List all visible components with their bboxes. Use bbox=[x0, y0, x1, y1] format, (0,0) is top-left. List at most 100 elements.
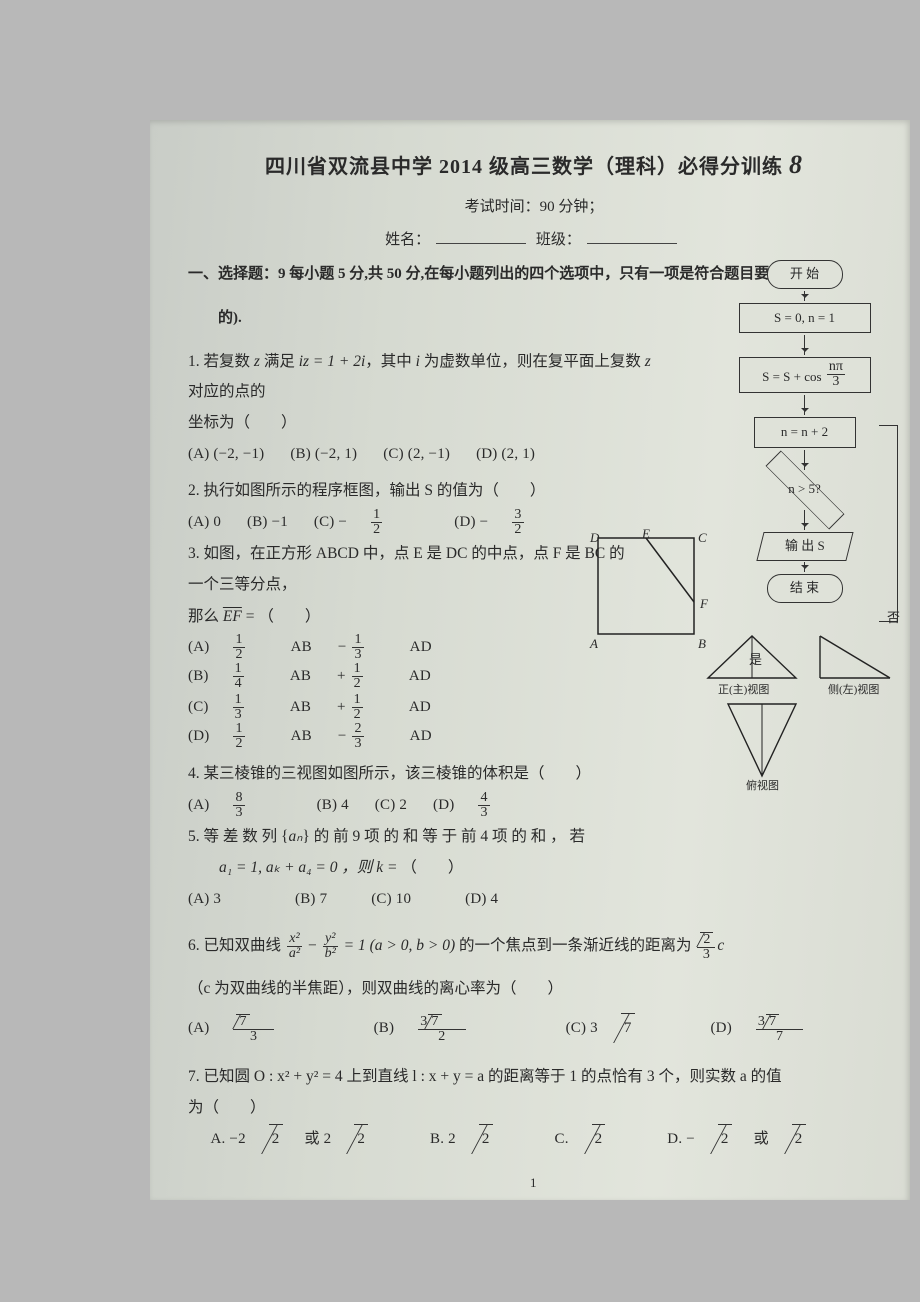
threeview-svg bbox=[700, 628, 900, 788]
q7-line1: 7. 已知圆 O : x² + y² = 4 上到直线 l : x + y = … bbox=[188, 1062, 880, 1091]
flow-start: 开 始 bbox=[767, 260, 843, 289]
top-view-label: 俯视图 bbox=[746, 776, 779, 797]
q2-paren: （ ） bbox=[483, 482, 545, 499]
q6-t2: 的一个焦点到一条渐近线的距离为 bbox=[459, 937, 695, 954]
flow-arrow-icon bbox=[804, 335, 806, 355]
q3-C: (C) 13AB + 12AD bbox=[188, 693, 453, 722]
lbl-A: A bbox=[590, 632, 598, 657]
q4-text: 4. 某三棱锥的三视图如图所示，该三棱锥的体积是（ ） bbox=[188, 759, 658, 788]
q5-line1: 5. 等 差 数 列 {aₙ} 的 前 9 项 的 和 等 于 前 4 项 的 … bbox=[188, 822, 658, 851]
q1-t2: 满足 bbox=[260, 353, 299, 370]
q2-Dp: (D) − bbox=[454, 508, 488, 537]
q7-Am: 或 2 bbox=[305, 1125, 332, 1154]
q6-D: (D) 377 bbox=[710, 1014, 849, 1044]
flow-arrow-icon bbox=[804, 562, 806, 572]
flow-decision: n > 5? bbox=[760, 472, 850, 508]
q3a-ab: AB bbox=[291, 633, 312, 662]
q5-t1: 5. 等 差 数 列 { bbox=[188, 828, 288, 845]
name-label: 姓名： bbox=[385, 232, 430, 248]
q7-opts: A. −22 或 22 B. 22 C. 2 D. −2 或 2 bbox=[211, 1124, 881, 1154]
q7-stem: 7. 已知圆 O : x² + y² = 4 上到直线 l : x + y = … bbox=[188, 1068, 782, 1085]
q4-D: (D) 43 bbox=[433, 791, 536, 820]
q7-paren: （ ） bbox=[204, 1099, 266, 1116]
q1-t5: 对应的点的 bbox=[188, 383, 266, 400]
flow-step: S = S + cos nπ3 bbox=[739, 357, 871, 393]
flow-end: 结 束 bbox=[767, 574, 843, 603]
q3-l3a: 那么 bbox=[188, 608, 223, 625]
q2-stem: 2. 执行如图所示的程序框图，输出 S 的值为 bbox=[188, 482, 483, 499]
side-view-label: 侧(左)视图 bbox=[828, 680, 879, 701]
q3-paren: （ ） bbox=[258, 608, 320, 625]
q5-paren: （ ） bbox=[401, 859, 463, 876]
three-view-figure: 正(主)视图 侧(左)视图 俯视图 bbox=[700, 628, 900, 796]
flow-fn: nπ bbox=[827, 360, 845, 375]
q7-line2: 为（ ） bbox=[188, 1093, 880, 1122]
flowchart: 开 始 S = 0, n = 1 S = S + cos nπ3 n = n +… bbox=[717, 260, 892, 607]
q3-Bp: (B) bbox=[188, 662, 209, 691]
q4-opts: (A) 83 (B) 4 (C) 2 (D) 43 bbox=[188, 791, 668, 820]
q7-B: B. 22 bbox=[430, 1124, 515, 1154]
q1-paren: （ ） bbox=[235, 414, 297, 431]
q7-Cp: C. bbox=[554, 1125, 568, 1154]
q7-A: A. −22 或 22 bbox=[211, 1124, 391, 1154]
q3-Dp: (D) bbox=[188, 722, 209, 751]
q6-B: (B) 372 bbox=[374, 1014, 512, 1044]
flow-arrow-icon bbox=[804, 450, 806, 470]
q3c-ab: AB bbox=[290, 693, 311, 722]
q3-Ap: (A) bbox=[188, 633, 209, 662]
lbl-D: D bbox=[590, 526, 599, 551]
exam-time: 考试时间：90 分钟； bbox=[188, 193, 880, 222]
q3-Cp: (C) bbox=[188, 693, 209, 722]
q3-l3b: = bbox=[242, 608, 259, 625]
q2-A: (A) 0 bbox=[188, 508, 221, 537]
q2-Cp: (C) − bbox=[314, 508, 347, 537]
q6-eq: = 1 (a > 0, b > 0) bbox=[344, 937, 455, 954]
q3d-ab: AB bbox=[291, 722, 312, 751]
q1-opts: (A) (−2, −1) (B) (−2, 1) (C) (2, −1) (D)… bbox=[188, 440, 668, 469]
q3b-ad: AD bbox=[409, 662, 431, 691]
q7-Ap: A. −2 bbox=[211, 1125, 246, 1154]
flow-arrow-icon bbox=[804, 510, 806, 530]
q6-opts: (A) 73 (B) 372 (C) 37 (D) 377 bbox=[188, 1013, 880, 1044]
q3-B: (B) 14AB + 12AD bbox=[188, 662, 453, 691]
q6-A: (A) 73 bbox=[188, 1014, 320, 1044]
q2-B: (B) −1 bbox=[247, 508, 288, 537]
q1-C: (C) (2, −1) bbox=[383, 440, 450, 469]
title: 四川省双流县中学 2014 级高三数学（理科）必得分训练 8 bbox=[188, 140, 880, 189]
q5-B: (B) 7 bbox=[295, 885, 327, 914]
q1-t3: ，其中 bbox=[365, 353, 415, 370]
q4-C: (C) 2 bbox=[375, 791, 407, 820]
q7-C: C. 2 bbox=[554, 1124, 627, 1154]
q1-B: (B) (−2, 1) bbox=[290, 440, 357, 469]
flow-fd: 3 bbox=[827, 375, 845, 389]
flow-out-t: 输 出 S bbox=[785, 534, 825, 559]
q7-Dp: D. − bbox=[667, 1125, 695, 1154]
flow-step-t: S = S + cos bbox=[762, 369, 825, 384]
q1-z2: z bbox=[645, 353, 651, 370]
q6-paren: （ ） bbox=[501, 980, 563, 997]
q1-line1: 1. 若复数 z 满足 iz = 1 + 2i，其中 i 为虚数单位，则在复平面… bbox=[188, 347, 668, 406]
q6-Dp: (D) bbox=[710, 1014, 731, 1043]
name-line: 姓名： 班级： bbox=[188, 226, 880, 255]
q1-D: (D) (2, 1) bbox=[476, 440, 535, 469]
q5-A: (A) 3 bbox=[188, 885, 221, 914]
flow-loop-line bbox=[879, 425, 898, 622]
page-number: 1 bbox=[530, 1171, 537, 1196]
front-view-label: 正(主)视图 bbox=[718, 680, 769, 701]
q6-Bp: (B) bbox=[374, 1014, 395, 1043]
q5-C: (C) 10 bbox=[371, 885, 411, 914]
lbl-F: F bbox=[700, 592, 708, 617]
q6-c: c bbox=[717, 937, 724, 954]
q4-Dp: (D) bbox=[433, 791, 454, 820]
q3a-ad: AD bbox=[410, 633, 432, 662]
flow-output: 输 出 S bbox=[756, 532, 853, 561]
flow-arrow-icon bbox=[804, 395, 806, 415]
q4-B: (B) 4 bbox=[317, 791, 349, 820]
q7-Bp: B. 2 bbox=[430, 1125, 456, 1154]
q1-t4: 为虚数单位，则在复平面上复数 bbox=[420, 353, 645, 370]
flow-cond: n > 5? bbox=[760, 472, 850, 508]
q1-A: (A) (−2, −1) bbox=[188, 440, 264, 469]
q1-coord: 坐标为 bbox=[188, 414, 235, 431]
q3b-ab: AB bbox=[290, 662, 311, 691]
q7-D: D. −2 或 2 bbox=[667, 1124, 827, 1154]
